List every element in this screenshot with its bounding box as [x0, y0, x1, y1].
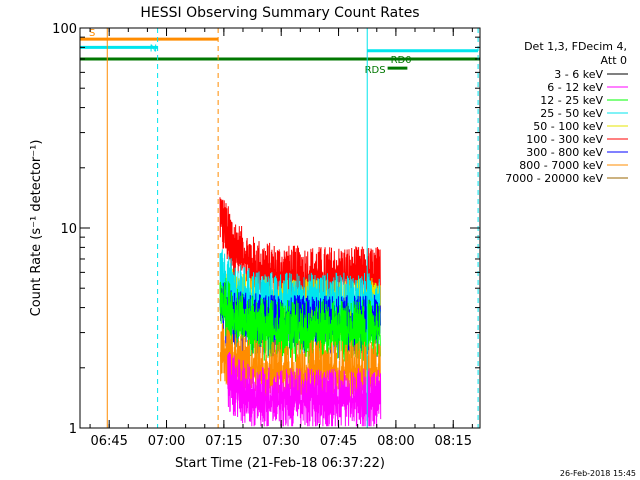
flag-label-N: N: [150, 43, 157, 54]
legend-entry-label: 25 - 50 keV: [540, 107, 603, 120]
x-tick-label: 08:15: [435, 434, 472, 449]
x-tick-label: 07:45: [320, 434, 357, 449]
legend-entry-label: 300 - 800 keV: [526, 146, 603, 159]
axes-layer: 06:45 07:00 07:15 07:30 07:45 08:00 08:15 1 10 10…: [52, 22, 480, 449]
legend-entry-label: 50 - 100 keV: [533, 120, 603, 133]
y-tick-label: 1: [69, 422, 77, 437]
vertical-lines-layer: [106, 28, 479, 428]
legend-header-line2: Att 0: [601, 54, 627, 67]
legend-entry-label: 3 - 6 keV: [554, 68, 603, 81]
series-12-25keV: [219, 277, 381, 364]
series-6-12keV: [227, 351, 382, 427]
x-tick-label: 07:00: [148, 434, 185, 449]
legend-entry-label: 7000 - 20000 keV: [505, 172, 603, 185]
flag-label-S: S: [89, 28, 95, 39]
series-layer: [219, 197, 382, 427]
legend-entry-label: 800 - 7000 keV: [519, 159, 603, 172]
y-tick-label: 100: [52, 22, 77, 37]
legend-entry-label: 100 - 300 keV: [526, 133, 603, 146]
chart-title: HESSI Observing Summary Count Rates: [140, 5, 419, 21]
footer-timestamp: 26-Feb-2018 15:45: [560, 469, 636, 478]
x-tick-label: 08:00: [377, 434, 414, 449]
legend-entry-label: 12 - 25 keV: [540, 94, 603, 107]
flag-label-RD0: RD0: [391, 55, 412, 66]
legend-header-line1: Det 1,3, FDecim 4,: [524, 40, 627, 53]
x-tick-label: 07:15: [205, 434, 242, 449]
bars-layer: S N RD0 RDS: [80, 28, 480, 76]
x-tick-label: 07:30: [262, 434, 299, 449]
x-axis-label: Start Time (21-Feb-18 06:37:22): [175, 456, 385, 471]
legend-entry-label: 6 - 12 keV: [547, 81, 603, 94]
y-tick-label: 10: [60, 222, 77, 237]
y-axis-label: Count Rate (s⁻¹ detector⁻¹): [29, 140, 44, 317]
x-tick-label: 06:45: [90, 434, 127, 449]
flag-label-RDS: RDS: [365, 65, 386, 76]
